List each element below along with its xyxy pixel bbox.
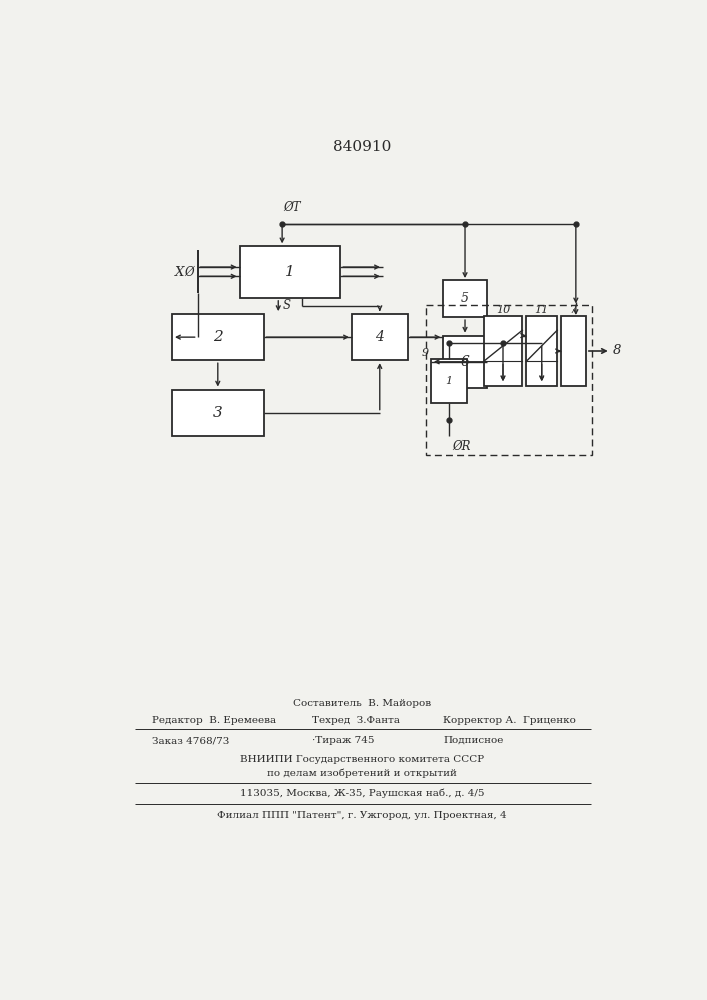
Bar — [240, 246, 340, 298]
Text: Техред  З.Фанта: Техред З.Фанта — [312, 716, 399, 725]
Bar — [352, 314, 408, 360]
Text: 11: 11 — [534, 305, 549, 315]
Text: Ø: Ø — [185, 266, 194, 279]
Text: 9: 9 — [421, 348, 428, 358]
Text: S: S — [283, 299, 291, 312]
Text: 10: 10 — [496, 305, 510, 315]
Text: Заказ 4768/73: Заказ 4768/73 — [152, 736, 229, 745]
Bar — [443, 280, 486, 317]
Text: Филиал ППП "Патент", г. Ужгород, ул. Проектная, 4: Филиал ППП "Патент", г. Ужгород, ул. Про… — [217, 811, 507, 820]
Bar — [526, 316, 557, 386]
Bar — [426, 305, 592, 455]
Text: 3: 3 — [213, 406, 223, 420]
Text: 5: 5 — [461, 292, 469, 305]
Bar — [484, 316, 522, 386]
Text: 2: 2 — [213, 330, 223, 344]
Text: 1: 1 — [445, 376, 452, 386]
Text: по делам изобретений и открытий: по делам изобретений и открытий — [267, 768, 457, 778]
Text: Редактор  В. Еремеева: Редактор В. Еремеева — [152, 716, 276, 725]
Text: ·Тираж 745: ·Тираж 745 — [312, 736, 374, 745]
Text: 6: 6 — [460, 355, 469, 369]
Text: 1: 1 — [285, 265, 295, 279]
Text: 4: 4 — [375, 330, 384, 344]
Text: Составитель  В. Майоров: Составитель В. Майоров — [293, 699, 431, 708]
Bar — [431, 359, 467, 403]
Bar — [172, 314, 264, 360]
Text: ØR: ØR — [452, 440, 471, 453]
Text: 7: 7 — [570, 305, 577, 315]
Text: Корректор А.  Гриценко: Корректор А. Гриценко — [443, 716, 576, 725]
Text: Подписное: Подписное — [443, 736, 503, 745]
Text: 113035, Москва, Ж-35, Раушская наб., д. 4/5: 113035, Москва, Ж-35, Раушская наб., д. … — [240, 789, 484, 798]
Text: 8: 8 — [613, 344, 621, 358]
Bar — [172, 389, 264, 436]
Bar — [561, 316, 586, 386]
Bar — [443, 336, 486, 388]
Text: ØT: ØT — [284, 201, 301, 214]
Text: ВНИИПИ Государственного комитета СССР: ВНИИПИ Государственного комитета СССР — [240, 755, 484, 764]
Text: X: X — [175, 266, 184, 279]
Text: 840910: 840910 — [333, 140, 391, 154]
